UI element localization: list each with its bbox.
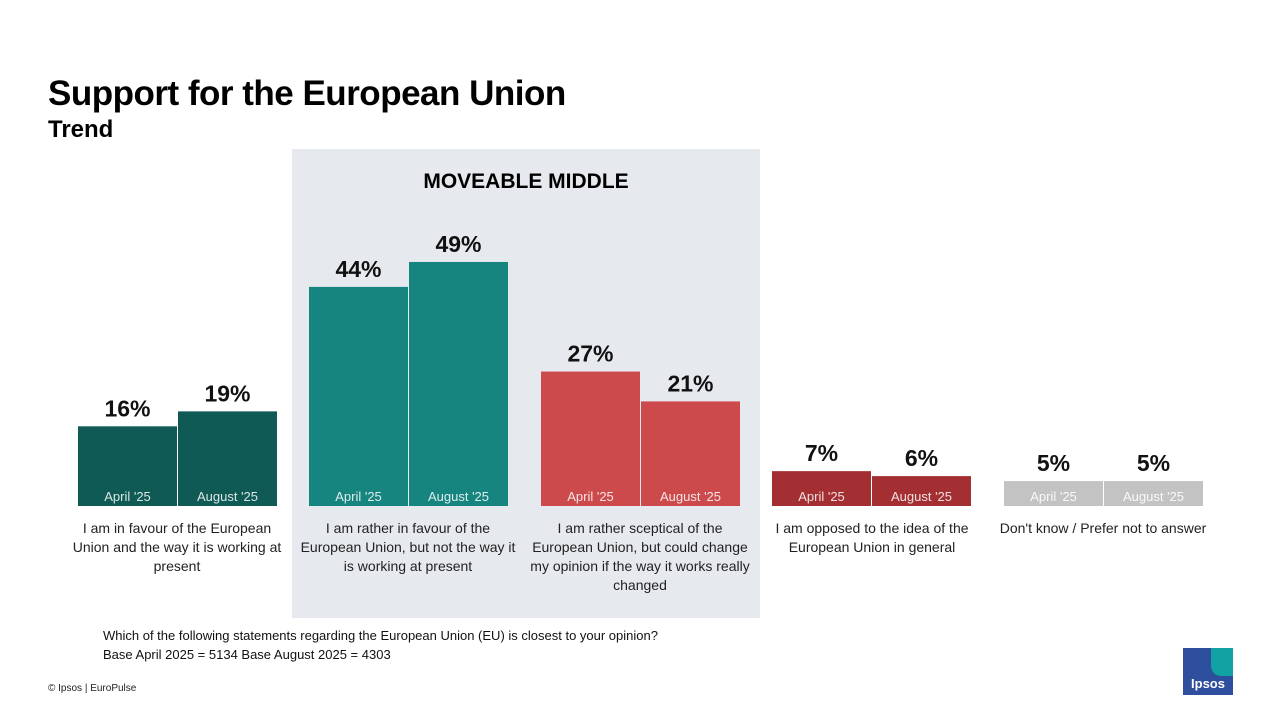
logo-accent-shape [1211, 648, 1233, 676]
category-label-1: I am in favour of the European Union and… [72, 520, 282, 574]
series-label-5-april: April '25 [1030, 489, 1077, 504]
bar-4-august [872, 476, 971, 506]
category-label-2: I am rather in favour of the European Un… [300, 520, 516, 574]
value-label-5-april: 5% [1037, 450, 1070, 476]
chart-title: Support for the European Union [48, 74, 566, 113]
bar-2-april [309, 286, 408, 506]
copyright: © Ipsos | EuroPulse [48, 683, 137, 694]
footnote-question: Which of the following statements regard… [103, 628, 658, 643]
footnote: Which of the following statements regard… [103, 626, 658, 664]
bar-1-august [178, 411, 277, 506]
category-label-5: Don't know / Prefer not to answer [999, 520, 1207, 536]
ipsos-logo: Ipsos [1183, 648, 1233, 695]
value-label-2-august: 49% [435, 231, 481, 257]
value-label-5-august: 5% [1137, 450, 1170, 476]
bar-4-april [772, 471, 871, 506]
logo-text: Ipsos [1191, 676, 1225, 691]
bar-5-april [1004, 481, 1103, 506]
series-label-3-april: April '25 [567, 489, 614, 504]
moveable-middle-label: MOVEABLE MIDDLE [423, 170, 629, 193]
bar-3-august [641, 401, 740, 506]
value-label-2-april: 44% [335, 256, 381, 282]
series-label-1-august: August '25 [197, 489, 258, 504]
series-label-4-april: April '25 [798, 489, 845, 504]
value-label-3-april: 27% [567, 341, 613, 367]
bar-1-april [78, 426, 177, 506]
series-label-2-august: August '25 [428, 489, 489, 504]
bar-3-april [541, 371, 640, 506]
series-label-1-april: April '25 [104, 489, 151, 504]
category-label-4: I am opposed to the idea of the European… [775, 520, 969, 555]
chart-subtitle: Trend [48, 116, 114, 143]
bar-2-august [409, 261, 508, 506]
series-label-5-august: August '25 [1123, 489, 1184, 504]
series-label-4-august: August '25 [891, 489, 952, 504]
value-label-1-august: 19% [204, 380, 250, 406]
series-label-3-august: August '25 [660, 489, 721, 504]
bar-5-august [1104, 481, 1203, 506]
value-label-4-april: 7% [805, 440, 838, 466]
series-label-2-april: April '25 [335, 489, 382, 504]
footnote-base: Base April 2025 = 5134 Base August 2025 … [103, 647, 391, 662]
value-label-3-august: 21% [667, 370, 713, 396]
value-label-4-august: 6% [905, 445, 938, 471]
category-label-3: I am rather sceptical of the European Un… [530, 520, 750, 593]
value-label-1-april: 16% [104, 395, 150, 421]
